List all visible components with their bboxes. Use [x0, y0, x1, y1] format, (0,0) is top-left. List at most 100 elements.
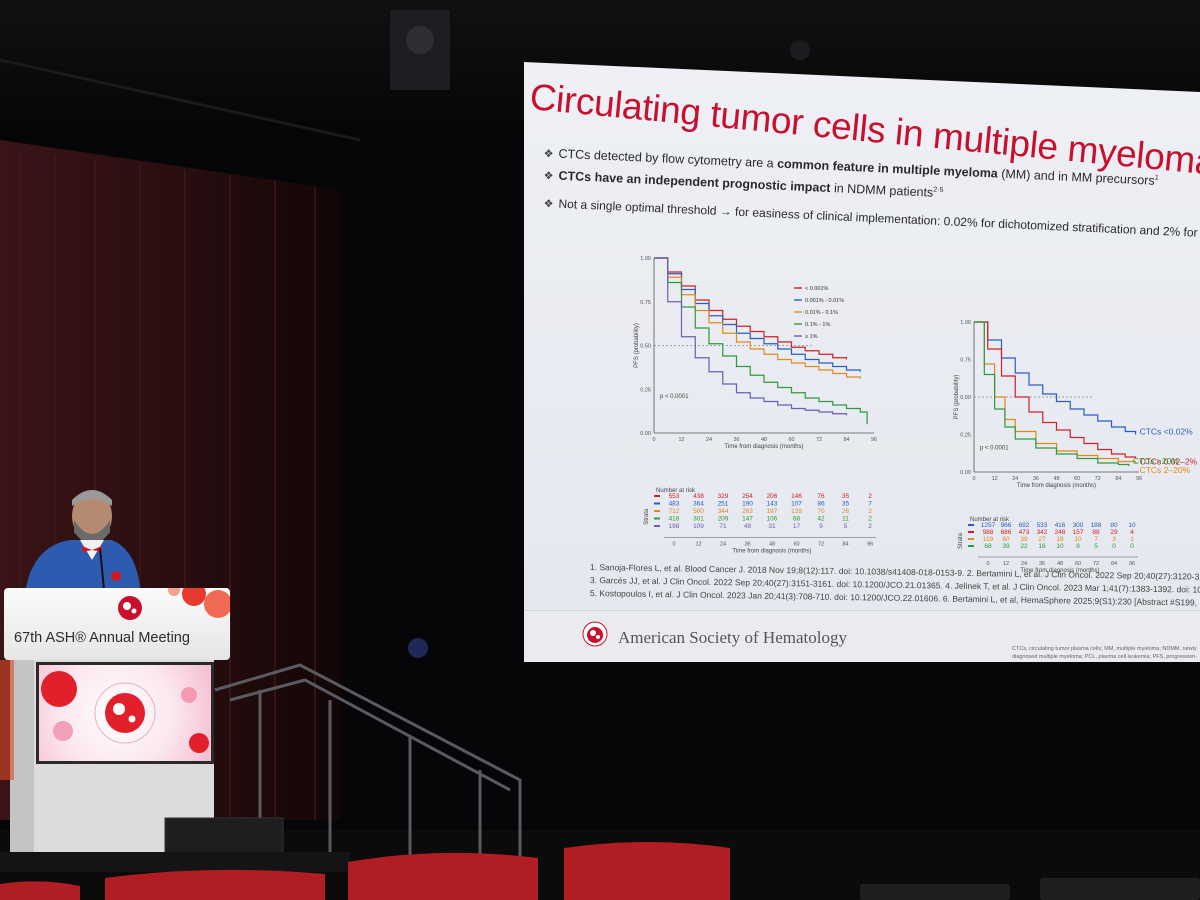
x-tick-label: 84 — [1115, 476, 1121, 482]
risk-count: 686 — [1001, 529, 1012, 536]
series-line-3 — [974, 321, 1137, 463]
x-tick-label: 0 — [652, 437, 655, 443]
risk-x-tick: 84 — [1111, 561, 1117, 567]
risk-count: 198 — [669, 523, 680, 530]
risk-count: 107 — [791, 501, 802, 508]
risk-count: 35 — [842, 493, 850, 500]
y-tick-label: 0.75 — [640, 300, 651, 306]
risk-count: 2 — [868, 523, 872, 530]
risk-x-tick: 96 — [867, 542, 873, 548]
risk-count: 988 — [983, 529, 994, 536]
risk-count: 146 — [791, 493, 802, 500]
ash-logo — [582, 621, 608, 647]
x-tick-label: 48 — [761, 437, 767, 443]
floor-box — [164, 817, 284, 855]
x-tick-label: 72 — [816, 437, 822, 443]
y-tick-label: 1.00 — [640, 256, 651, 262]
risk-count: 553 — [669, 493, 680, 500]
risk-count: 10 — [1128, 522, 1136, 529]
footer-organization: American Society of Hematology — [618, 628, 847, 647]
x-tick-label: 24 — [1012, 476, 1018, 482]
risk-count: 263 — [742, 508, 753, 515]
risk-count: 129 — [791, 508, 802, 515]
risk-count: 71 — [719, 523, 727, 530]
risk-x-title: Time from diagnosis (months) — [732, 549, 811, 555]
risk-count: 10 — [1056, 543, 1064, 550]
risk-count: 27 — [1038, 536, 1046, 543]
x-tick-label: 48 — [1053, 476, 1059, 482]
risk-count: 190 — [742, 501, 753, 508]
speaker-person — [26, 490, 140, 591]
legend-label-5: ≥ 1% — [805, 334, 818, 340]
risk-x-tick: 96 — [1129, 561, 1135, 567]
risk-count: 76 — [817, 493, 825, 500]
slide-footer: American Society of Hematology CTCs, cir… — [524, 610, 1200, 662]
risk-count: 209 — [718, 516, 729, 523]
risk-count: 483 — [669, 501, 680, 508]
risk-count: 248 — [1055, 529, 1066, 536]
risk-x-tick: 12 — [695, 542, 701, 548]
risk-count: 197 — [767, 508, 778, 515]
risk-x-tick: 60 — [1075, 561, 1081, 567]
risk-count: 0 — [1112, 543, 1116, 550]
risk-count: 9 — [819, 523, 823, 530]
risk-count: 147 — [742, 516, 753, 523]
y-tick-label: 0.25 — [960, 433, 971, 439]
risk-x-tick: 24 — [720, 542, 726, 548]
risk-x-tick: 72 — [818, 542, 824, 548]
risk-count: 438 — [693, 493, 704, 500]
chart-ctc-thresholds: 0.00 0.25 0.50 0.75 1.00 0 12 24 36 48 60 72 84 96 Tim… — [614, 248, 894, 555]
series-line-2 — [974, 321, 1137, 459]
risk-strata-label: Strata — [958, 532, 964, 549]
curve-label-1: CTCs <0.02% — [1140, 427, 1194, 437]
risk-count: 10 — [1074, 536, 1082, 543]
risk-x-tick: 12 — [1003, 561, 1009, 567]
series-line-2 — [654, 257, 861, 372]
bullet-1-text-a: CTCs detected by flow cytometry are a — [558, 146, 778, 171]
podium-display — [36, 662, 214, 764]
risk-count: 1 — [1130, 536, 1134, 543]
y-tick-label: 0.50 — [960, 395, 971, 401]
series-line-4 — [654, 257, 868, 425]
series-line-5 — [654, 257, 848, 416]
risk-count: 8 — [1076, 543, 1080, 550]
legend-label-3: 0.01% - 0.1% — [805, 310, 838, 316]
risk-count: 60 — [1002, 536, 1010, 543]
risk-count: 300 — [1073, 522, 1084, 529]
risk-count: 7 — [868, 501, 872, 508]
risk-count: 86 — [817, 501, 825, 508]
y-axis-title: PFS (probability) — [954, 375, 960, 420]
risk-x-tick: 60 — [793, 542, 799, 548]
risk-count: 42 — [817, 516, 825, 523]
risk-count: 48 — [744, 523, 752, 530]
risk-count: 80 — [1110, 522, 1118, 529]
risk-count: 143 — [767, 501, 778, 508]
legend-label-4: 0.1% - 1% — [805, 322, 830, 328]
bullet-1-ref: 1 — [1154, 174, 1159, 182]
p-value-label: p < 0.0001 — [980, 446, 1009, 452]
risk-count: 418 — [669, 516, 680, 523]
curve-label-4: CTCs >20% — [1133, 456, 1179, 466]
bullet-2-bold: CTCs have an independent prognostic impa… — [558, 168, 831, 196]
chart-ctc-groups: 0.00 0.25 0.50 0.75 1.00 0 12 24 36 48 60 72 84 96 Tim… — [934, 312, 1198, 587]
podium-ash-logo — [118, 596, 142, 620]
footer-abbreviations: CTCs, circulating tumor plasma cells; MM… — [1012, 646, 1197, 660]
x-axis-title: Time from diagnosis (months) — [1017, 483, 1096, 489]
risk-x-tick: 72 — [1093, 561, 1099, 567]
x-tick-label: 96 — [1136, 476, 1142, 482]
x-tick-label: 12 — [678, 437, 684, 443]
x-tick-label: 36 — [733, 437, 739, 443]
risk-count: 2 — [868, 508, 872, 515]
risk-count: 18 — [1056, 536, 1064, 543]
bullet-2-ref: 2-5 — [933, 186, 944, 194]
risk-count: 22 — [1020, 543, 1028, 550]
risk-count: 7 — [1094, 536, 1098, 543]
risk-count: 329 — [718, 493, 729, 500]
risk-x-tick: 0 — [986, 561, 989, 567]
risk-table-title: Number at risk — [656, 488, 696, 494]
podium-sign: 67th ASH® Annual Meeting — [4, 588, 230, 660]
risk-table-title: Number at risk — [970, 517, 1010, 523]
x-tick-label: 36 — [1033, 476, 1039, 482]
y-tick-label: 0.00 — [640, 431, 651, 437]
legend-label-2: 0.001% - 0.01% — [805, 298, 844, 304]
